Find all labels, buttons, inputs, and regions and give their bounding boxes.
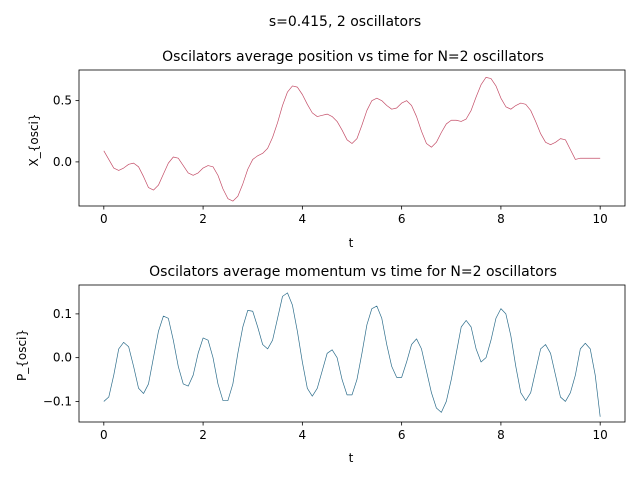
position-y-tick-label: 0.5	[53, 94, 72, 108]
momentum-y-axis-label: P_{osci}	[15, 329, 29, 381]
position-plot-frame	[78, 69, 626, 207]
position-y-tick-label: 0.0	[53, 155, 72, 169]
momentum-plot-title: Oscilators average momentum vs time for …	[149, 264, 557, 280]
position-x-tick-label: 6	[398, 212, 406, 226]
position-series-line	[103, 76, 601, 202]
position-x-tick-label: 10	[593, 212, 608, 226]
position-x-tick-label: 4	[299, 212, 307, 226]
momentum-y-tick-label: 0.1	[53, 307, 72, 321]
position-axes: 0 2 4 6 8 10 0.0 0.5	[53, 76, 608, 226]
figure-suptitle: s=0.415, 2 oscillators	[269, 14, 421, 30]
momentum-axes: 0 2 4 6 8 10 −0.1 0.0 0.1	[43, 292, 608, 442]
momentum-x-tick-label: 8	[497, 428, 505, 442]
momentum-x-tick-label: 4	[299, 428, 307, 442]
momentum-y-tick-label: −0.1	[43, 394, 72, 408]
momentum-x-tick-label: 2	[199, 428, 207, 442]
position-x-tick-label: 0	[100, 212, 108, 226]
position-x-axis-label: t	[349, 236, 354, 250]
momentum-subplot: Oscilators average momentum vs time for …	[15, 264, 626, 465]
momentum-x-axis-label: t	[349, 451, 354, 465]
position-x-tick-label: 8	[497, 212, 505, 226]
position-x-tick-label: 2	[199, 212, 207, 226]
momentum-plot-frame	[78, 284, 626, 423]
momentum-x-tick-label: 0	[100, 428, 108, 442]
momentum-series-line	[103, 292, 601, 417]
momentum-y-tick-label: 0.0	[53, 351, 72, 365]
momentum-x-tick-label: 10	[593, 428, 608, 442]
position-y-axis-label: X_{osci}	[27, 113, 41, 166]
momentum-x-tick-label: 6	[398, 428, 406, 442]
position-subplot: Oscilators average position vs time for …	[27, 49, 626, 250]
position-plot-title: Oscilators average position vs time for …	[162, 49, 544, 65]
